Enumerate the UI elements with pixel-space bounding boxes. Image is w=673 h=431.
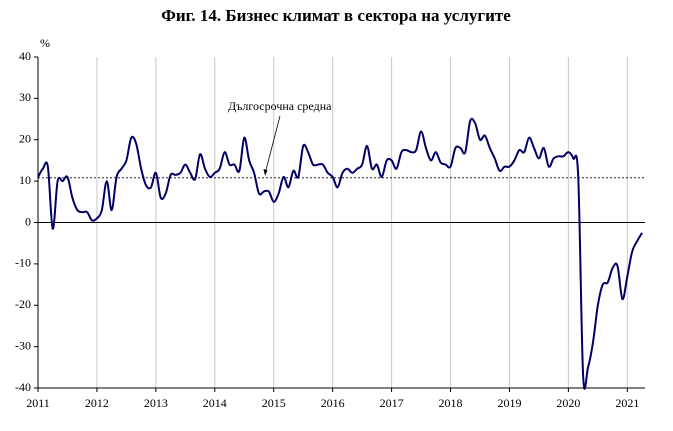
x-tick-label: 2020 bbox=[556, 396, 580, 410]
annotation-arrowhead bbox=[263, 168, 268, 176]
chart-title: Фиг. 14. Бизнес климат в сектора на услу… bbox=[161, 6, 511, 25]
x-tick-label: 2013 bbox=[144, 396, 168, 410]
x-tick-label: 2017 bbox=[380, 396, 404, 410]
x-tick-label: 2021 bbox=[615, 396, 639, 410]
x-tick-label: 2011 bbox=[26, 396, 50, 410]
y-tick-label: 10 bbox=[19, 173, 31, 187]
x-tick-label: 2014 bbox=[203, 396, 227, 410]
annotation-arrow bbox=[264, 115, 281, 174]
x-tick-label: 2018 bbox=[439, 396, 463, 410]
x-tick-label: 2015 bbox=[262, 396, 286, 410]
x-tick-label: 2012 bbox=[85, 396, 109, 410]
y-tick-label: -10 bbox=[15, 256, 31, 270]
y-tick-label: -40 bbox=[15, 380, 31, 394]
annotation: Дългосрочна средна bbox=[228, 99, 332, 113]
y-axis-label: % bbox=[40, 36, 50, 50]
y-tick-label: 40 bbox=[19, 49, 31, 63]
y-tick-label: 30 bbox=[19, 90, 31, 104]
y-tick-label: 0 bbox=[25, 214, 31, 228]
x-tick-label: 2019 bbox=[497, 396, 521, 410]
y-tick-label: -20 bbox=[15, 297, 31, 311]
y-tick-label: 20 bbox=[19, 132, 31, 146]
x-tick-label: 2016 bbox=[321, 396, 345, 410]
data-line bbox=[37, 117, 643, 390]
y-tick-label: -30 bbox=[15, 338, 31, 352]
